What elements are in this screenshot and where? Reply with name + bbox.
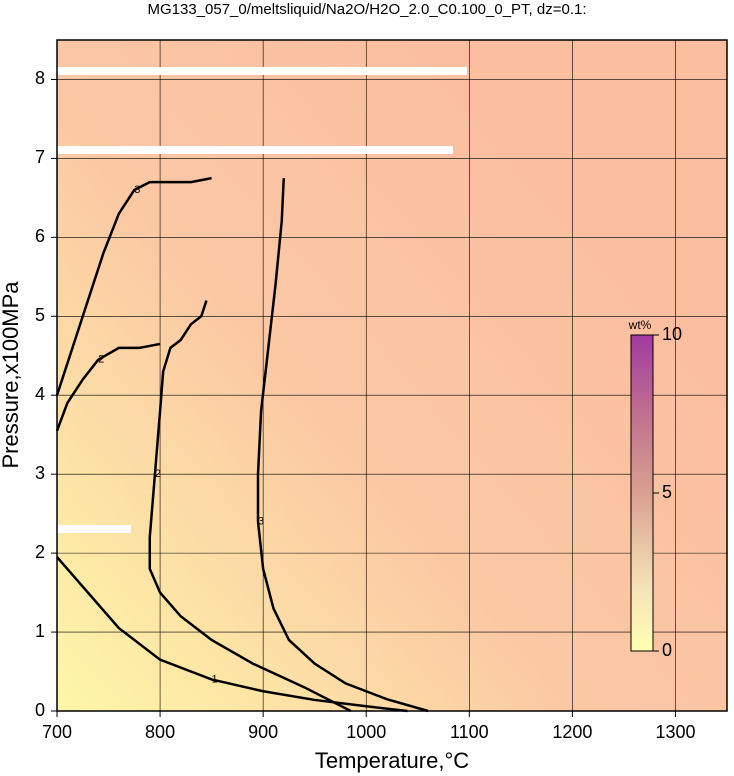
contour-label: 2: [155, 468, 161, 480]
x-tick-label: 800: [145, 722, 175, 742]
contour-label: 3: [258, 515, 264, 527]
contour-line: [55, 176, 212, 396]
y-tick-label: 0: [35, 700, 45, 720]
y-tick-label: 1: [35, 621, 45, 641]
field: [57, 40, 727, 711]
colorbar-tick-label: 5: [662, 482, 672, 502]
x-tick-label: 1200: [552, 722, 592, 742]
chart-title: MG133_057_0/meltsliquid/Na2O/H2O_2.0_C0.…: [147, 1, 586, 18]
mask-bar: [57, 146, 453, 154]
y-tick-label: 8: [35, 68, 45, 88]
frame: [56, 39, 728, 712]
x-tick-label: 1300: [655, 722, 695, 742]
y-tick-label: 2: [35, 542, 45, 562]
y-tick-label: 3: [35, 463, 45, 483]
colorbar-tick-label: 0: [662, 640, 672, 660]
contour-label: 3: [134, 184, 140, 196]
mask-bar: [57, 525, 131, 533]
y-tick-label: 6: [35, 226, 45, 246]
x-tick-label: 700: [42, 722, 72, 742]
colorbar-tick-label: 10: [662, 324, 682, 344]
contour-label: 1: [212, 673, 218, 685]
x-tick-label: 1100: [450, 722, 489, 742]
y-tick-label: 4: [35, 384, 45, 404]
contour-line: [55, 342, 161, 432]
y-tick-label: 7: [35, 147, 45, 167]
contour-line: [256, 178, 429, 713]
contour-line: [56, 556, 408, 713]
y-tick-label: 5: [35, 305, 45, 325]
contour-label: 2: [98, 354, 104, 366]
colorbar: [630, 334, 654, 652]
x-tick-label: 1000: [346, 722, 386, 742]
x-tick-label: 900: [248, 722, 278, 742]
y-axis-label: Pressure,x100MPa: [0, 281, 23, 469]
contour-line: [148, 300, 352, 713]
colorbar-label: wt%: [628, 318, 652, 332]
x-axis-label: Temperature,°C: [315, 748, 469, 773]
mask-bar: [57, 67, 467, 75]
